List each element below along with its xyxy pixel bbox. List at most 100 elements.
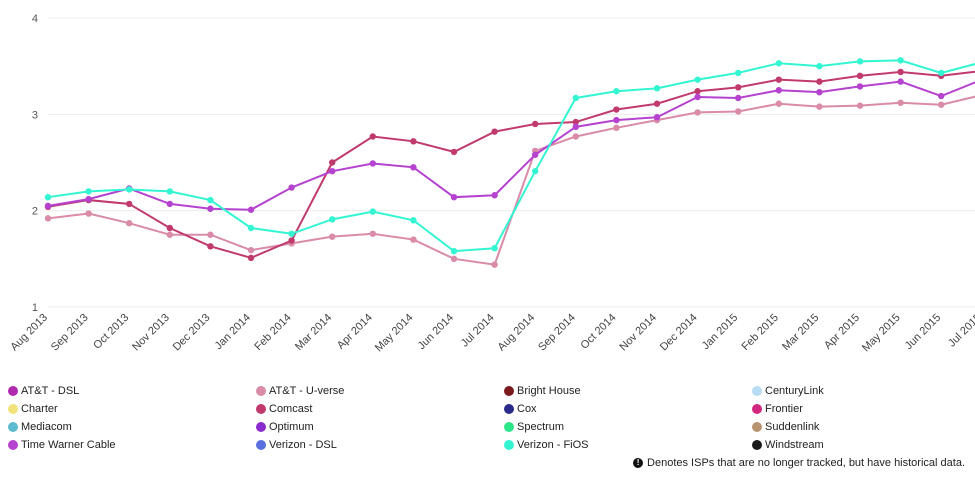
data-point[interactable] bbox=[369, 160, 376, 167]
data-point[interactable] bbox=[491, 261, 498, 268]
data-point[interactable] bbox=[735, 94, 742, 102]
data-point[interactable] bbox=[816, 62, 823, 70]
data-point[interactable] bbox=[735, 69, 742, 77]
data-point[interactable] bbox=[329, 167, 336, 175]
data-point[interactable] bbox=[532, 151, 539, 158]
data-point[interactable] bbox=[126, 219, 133, 227]
data-point[interactable] bbox=[450, 255, 458, 263]
data-point[interactable] bbox=[897, 57, 904, 64]
data-point[interactable] bbox=[288, 230, 295, 237]
data-point[interactable] bbox=[166, 224, 173, 232]
legend-item-cox[interactable]: Cox bbox=[504, 403, 537, 415]
legend-item-centurylink[interactable]: CenturyLink bbox=[752, 385, 824, 397]
data-point[interactable] bbox=[491, 245, 498, 252]
series-line[interactable] bbox=[47, 59, 975, 253]
data-point[interactable] bbox=[126, 200, 133, 208]
data-point[interactable] bbox=[775, 60, 782, 67]
legend-item-comcast[interactable]: Comcast bbox=[256, 403, 312, 415]
data-point[interactable] bbox=[735, 84, 742, 91]
data-point[interactable] bbox=[653, 100, 661, 107]
data-point[interactable] bbox=[329, 216, 336, 223]
data-point[interactable] bbox=[85, 188, 92, 195]
data-point[interactable] bbox=[329, 233, 336, 240]
data-point[interactable] bbox=[694, 76, 701, 83]
data-point[interactable] bbox=[247, 206, 255, 213]
data-point[interactable] bbox=[44, 215, 52, 222]
data-point[interactable] bbox=[816, 88, 823, 96]
legend-item-spectrum[interactable]: Spectrum bbox=[504, 421, 564, 433]
data-point[interactable] bbox=[410, 217, 417, 224]
legend-item-at-t-dsl[interactable]: AT&T - DSL bbox=[8, 385, 79, 397]
data-point[interactable] bbox=[897, 78, 904, 85]
data-point[interactable] bbox=[816, 103, 823, 110]
data-point[interactable] bbox=[288, 237, 295, 244]
data-point[interactable] bbox=[247, 254, 255, 262]
data-point[interactable] bbox=[613, 88, 620, 95]
data-point[interactable] bbox=[897, 68, 904, 76]
series-line[interactable] bbox=[47, 70, 975, 259]
data-point[interactable] bbox=[44, 193, 52, 201]
data-point[interactable] bbox=[775, 87, 782, 94]
data-point[interactable] bbox=[410, 138, 417, 145]
legend-item-time-warner-cable[interactable]: Time Warner Cable bbox=[8, 439, 116, 451]
data-point[interactable] bbox=[572, 123, 579, 131]
data-point[interactable] bbox=[613, 116, 620, 124]
data-point[interactable] bbox=[207, 231, 214, 238]
series-line[interactable] bbox=[47, 80, 975, 211]
data-point[interactable] bbox=[207, 205, 214, 212]
data-point[interactable] bbox=[775, 100, 782, 107]
legend-item-frontier[interactable]: Frontier bbox=[752, 403, 803, 415]
data-point[interactable] bbox=[735, 108, 742, 115]
data-point[interactable] bbox=[938, 92, 945, 100]
data-point[interactable] bbox=[288, 184, 295, 191]
data-point[interactable] bbox=[572, 133, 579, 140]
data-point[interactable] bbox=[653, 114, 661, 121]
legend-item-suddenlink[interactable]: Suddenlink bbox=[752, 421, 819, 433]
data-point[interactable] bbox=[410, 236, 417, 243]
data-point[interactable] bbox=[572, 118, 579, 126]
data-point[interactable] bbox=[166, 188, 173, 195]
data-point[interactable] bbox=[532, 120, 539, 128]
data-point[interactable] bbox=[450, 247, 458, 255]
data-point[interactable] bbox=[450, 193, 458, 201]
legend-item-at-t-u-verse[interactable]: AT&T - U-verse bbox=[256, 385, 344, 397]
data-point[interactable] bbox=[491, 128, 498, 135]
data-point[interactable] bbox=[85, 210, 92, 217]
data-point[interactable] bbox=[572, 94, 579, 102]
series-line[interactable] bbox=[47, 95, 975, 266]
data-point[interactable] bbox=[207, 196, 214, 204]
data-point[interactable] bbox=[694, 109, 701, 116]
legend-item-optimum[interactable]: Optimum bbox=[256, 421, 314, 433]
data-point[interactable] bbox=[694, 93, 701, 101]
data-point[interactable] bbox=[85, 195, 92, 203]
data-point[interactable] bbox=[491, 192, 498, 199]
data-point[interactable] bbox=[938, 69, 945, 77]
legend-item-bright-house[interactable]: Bright House bbox=[504, 385, 581, 397]
series-time-warner-cable[interactable] bbox=[44, 76, 975, 213]
data-point[interactable] bbox=[450, 148, 458, 156]
legend-item-charter[interactable]: Charter bbox=[8, 403, 58, 415]
data-point[interactable] bbox=[816, 78, 823, 85]
data-point[interactable] bbox=[856, 83, 864, 90]
series-verizon-fios[interactable] bbox=[44, 57, 975, 255]
data-point[interactable] bbox=[856, 72, 864, 80]
legend-item-windstream[interactable]: Windstream bbox=[752, 439, 824, 451]
data-point[interactable] bbox=[653, 85, 661, 92]
data-point[interactable] bbox=[369, 230, 376, 237]
data-point[interactable] bbox=[329, 159, 336, 166]
data-point[interactable] bbox=[613, 106, 620, 113]
data-point[interactable] bbox=[166, 231, 173, 238]
data-point[interactable] bbox=[938, 101, 945, 108]
data-point[interactable] bbox=[694, 88, 701, 95]
legend-item-verizon-dsl[interactable]: Verizon - DSL bbox=[256, 439, 337, 451]
data-point[interactable] bbox=[856, 102, 864, 109]
data-point[interactable] bbox=[126, 186, 133, 193]
legend-item-mediacom[interactable]: Mediacom bbox=[8, 421, 72, 433]
data-point[interactable] bbox=[369, 133, 376, 140]
data-point[interactable] bbox=[532, 167, 539, 175]
series-comcast[interactable] bbox=[44, 68, 975, 262]
data-point[interactable] bbox=[247, 224, 255, 232]
data-point[interactable] bbox=[166, 200, 173, 208]
data-point[interactable] bbox=[247, 246, 255, 254]
data-point[interactable] bbox=[369, 208, 376, 215]
